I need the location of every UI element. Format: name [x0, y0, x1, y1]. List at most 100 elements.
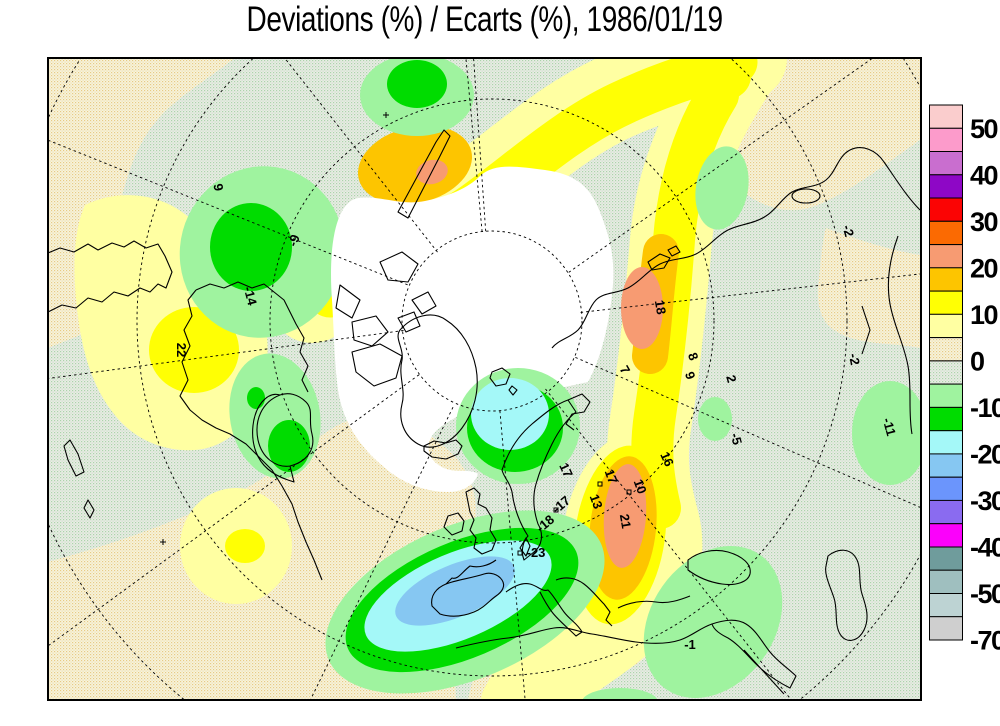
- extremum-label: 18: [652, 299, 669, 316]
- colorbar-band: [929, 383, 963, 408]
- colorbar-tick: 50: [970, 114, 998, 144]
- extremum-label: 9: [682, 369, 699, 381]
- colorbar-band: [929, 523, 963, 548]
- extremum-label: 9: [210, 182, 226, 192]
- colorbar-tick: 40: [970, 161, 998, 191]
- coastline-greenland: [397, 314, 478, 448]
- colorbar-band: [929, 244, 963, 269]
- colorbar-band: [929, 151, 963, 176]
- contour-sw-europe-blob: [325, 510, 605, 694]
- chart-title: Deviations (%) / Ecarts (%), 1986/01/19: [48, 0, 922, 40]
- extremum-label: 13: [587, 492, 606, 511]
- colorbar-band: [929, 546, 963, 571]
- coastline-denmark: [519, 537, 531, 557]
- coastline-ob-gulf: [861, 235, 913, 435]
- coastline-severnaya-zemlya: [647, 245, 681, 271]
- extremum-label: -2: [846, 352, 863, 366]
- coastline-kola: [565, 393, 591, 431]
- coastline-iberia: [431, 572, 505, 617]
- extremum-label: -2: [840, 223, 857, 238]
- coastline-siberian-lake: [791, 188, 821, 204]
- extremum-label: 17: [556, 460, 576, 479]
- contour-salmon-regions: [416, 159, 663, 568]
- colorbar: 50 40 30 20 10 0 -10 -20 -30 -40 -50 -70: [929, 104, 1000, 656]
- colorbar-bands: [929, 104, 963, 641]
- colorbar-tick: -30: [970, 486, 1000, 516]
- contour-green-regions-west: [179, 58, 474, 479]
- colorbar-band: [929, 197, 963, 222]
- extremum-label: 10: [631, 477, 650, 496]
- extremum-label: -23: [527, 545, 546, 560]
- colorbar-tick: 20: [970, 254, 998, 284]
- coastline-great-britain: [465, 487, 497, 555]
- extremum-label: 2: [723, 373, 739, 384]
- coastline-black-sea: [687, 549, 751, 586]
- extremum-label: 16: [657, 449, 677, 468]
- coastline-europe-atlantic: [445, 559, 497, 585]
- colorbar-band: [929, 313, 963, 339]
- colorbar-tick: 10: [970, 300, 998, 330]
- extremum-label: -5: [728, 431, 745, 446]
- colorbar-band: [929, 174, 963, 199]
- colorbar-band: [929, 499, 963, 525]
- colorbar-band: [929, 476, 963, 502]
- coastline-siberia: [551, 147, 921, 349]
- colorbar-tick: -20: [970, 440, 1000, 470]
- colorbar-band: [929, 593, 963, 618]
- coastline-novaya-zemlya: [397, 129, 451, 219]
- colorbar-tick: -40: [970, 533, 1000, 563]
- colorbar-band: [929, 453, 963, 478]
- extremum-label: 8: [685, 350, 702, 362]
- extremum-label: 21: [617, 513, 634, 530]
- coastline-iceland: [423, 439, 463, 460]
- colorbar-band: [929, 290, 963, 315]
- colorbar-band: [929, 569, 963, 595]
- coastline-ireland: [443, 512, 465, 536]
- colorbar-tick: -70: [970, 626, 1000, 656]
- colorbar-tick: -10: [970, 393, 1000, 423]
- colorbar-band: [929, 406, 963, 432]
- extremum-markers: [160, 112, 632, 556]
- coastline-svalbard: [489, 367, 518, 396]
- chart-title-text: Deviations (%) / Ecarts (%), 1986/01/19: [246, 0, 724, 39]
- map-border: [47, 57, 922, 701]
- coastline-north-africa: [455, 623, 713, 649]
- extremum-label: 22: [174, 343, 189, 357]
- extrema-labels: 22 -14 -9 9 18 7 8 9 2 -5 16 10 17 13 21…: [174, 182, 899, 652]
- colorbar-band-stippled-beige: [929, 337, 963, 362]
- colorbar-band: [929, 220, 963, 246]
- coastline-caspian-sea: [825, 549, 868, 641]
- colorbar-band-stippled-green: [929, 360, 963, 385]
- coastlines: [48, 129, 921, 695]
- colorbar-tick: 30: [970, 207, 998, 237]
- coastline-chukotka: [48, 240, 173, 313]
- coastline-middle-east: [711, 619, 797, 695]
- coastline-canadian-arctic-islands: [335, 251, 437, 387]
- extremum-label: -9: [285, 232, 303, 248]
- coastline-alaska-north: [195, 281, 309, 393]
- coastline-alaska: [179, 289, 323, 581]
- colorbar-tick-labels: 50 40 30 20 10 0 -10 -20 -30 -40 -50 -70: [970, 114, 1000, 656]
- colorbar-tick: 0: [970, 347, 984, 377]
- colorbar-tick: -50: [970, 579, 1000, 609]
- colorbar-band: [929, 104, 963, 129]
- colorbar-band: [929, 127, 963, 153]
- colorbar-band: [929, 430, 963, 455]
- extremum-label: -11: [880, 416, 899, 437]
- coastline-scandinavia: [501, 399, 577, 561]
- coastline-mediterranean-north: [505, 577, 691, 637]
- no-data-white-region: [331, 166, 614, 492]
- extremum-label: -1: [684, 637, 696, 652]
- colorbar-band: [929, 616, 963, 641]
- colorbar-band: [929, 267, 963, 292]
- contour-scandinavia-blob: [456, 368, 580, 484]
- extremum-label: 17: [602, 467, 621, 486]
- extremum-label: -14: [241, 285, 261, 308]
- contour-pale-green-patches: [582, 146, 921, 700]
- coastline-pacific-islands: [63, 439, 95, 519]
